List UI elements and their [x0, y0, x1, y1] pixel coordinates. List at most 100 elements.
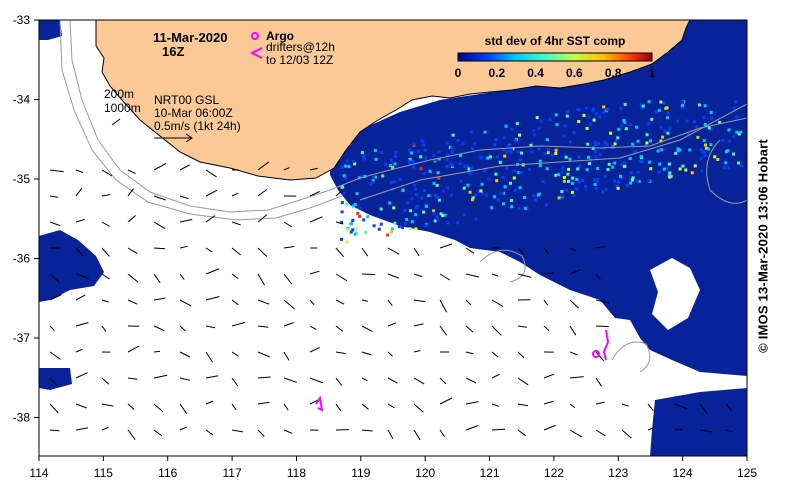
sst-pixel	[340, 210, 344, 214]
sst-pixel	[576, 108, 580, 111]
sst-pixel	[568, 140, 572, 144]
sst-pixel	[622, 119, 626, 123]
sst-pixel	[613, 161, 617, 165]
sst-pixel	[433, 158, 437, 162]
current-vector	[569, 299, 580, 309]
sst-pixel	[585, 168, 589, 172]
current-vector	[101, 325, 107, 332]
current-vector	[101, 247, 110, 257]
sst-pixel	[696, 135, 700, 139]
current-vector	[153, 403, 164, 413]
current-vector	[309, 190, 321, 197]
sst-pixel	[450, 193, 454, 197]
sst-pixel	[709, 110, 713, 114]
sst-pixel	[710, 116, 713, 120]
sst-pixel	[639, 103, 643, 106]
current-vector	[335, 221, 344, 225]
sst-pixel	[709, 127, 713, 131]
sst-pixel	[451, 133, 455, 137]
argo-legend-icon	[251, 32, 259, 40]
current-vector	[231, 273, 239, 280]
sst-pixel	[422, 172, 426, 175]
cloud-gap	[650, 258, 700, 330]
current-vector	[517, 273, 532, 278]
sst-pixel	[620, 163, 624, 167]
sst-pixel	[678, 148, 682, 152]
current-vector	[101, 299, 109, 303]
sst-pixel	[695, 125, 699, 129]
sst-pixel	[706, 147, 710, 151]
sst-pixel	[495, 179, 499, 183]
sst-pixel	[681, 103, 685, 107]
sst-pixel	[462, 186, 466, 190]
lon-tick-label: 119	[351, 466, 370, 480]
sst-pixel	[678, 167, 682, 171]
sst-pixel	[389, 181, 393, 185]
sst-pixel	[502, 191, 506, 195]
current-vector	[75, 247, 84, 257]
sst-pixel	[596, 178, 600, 182]
current-vector	[101, 169, 113, 177]
current-vector	[725, 403, 733, 412]
sst-pixel	[471, 196, 475, 200]
sst-pixel	[530, 150, 534, 154]
sst-pixel	[561, 166, 565, 170]
sst-pixel	[415, 193, 418, 196]
current-vector	[595, 429, 606, 437]
current-vector	[309, 167, 318, 171]
sst-pixel	[346, 159, 350, 163]
current-vector	[621, 429, 632, 439]
sst-pixel	[557, 173, 561, 177]
current-vector	[49, 294, 62, 301]
sst-pixel	[463, 165, 467, 169]
sst-pixel	[408, 148, 412, 152]
sst-pixel	[412, 144, 416, 147]
sst-pixel	[560, 170, 564, 174]
sst-pixel	[629, 123, 633, 127]
sst-pixel	[347, 165, 351, 168]
current-vector	[361, 299, 369, 302]
current-vector	[699, 429, 713, 433]
colorbar-tick-label: 1	[649, 66, 656, 80]
sst-pixel	[407, 159, 411, 163]
sst-pixel	[441, 214, 445, 218]
sst-pixel	[437, 198, 441, 202]
current-vector	[127, 429, 136, 441]
sst-pixel	[619, 107, 623, 111]
sst-pixel	[704, 143, 707, 147]
sst-pixel	[517, 206, 521, 210]
sst-pixel	[493, 195, 497, 199]
sst-pixel	[603, 140, 607, 144]
sst-pixel	[351, 218, 355, 222]
current-vector	[569, 247, 577, 252]
current-vector	[127, 188, 134, 197]
sst-pixel	[591, 146, 595, 150]
current-vector	[335, 299, 345, 305]
sst-pixel	[434, 194, 437, 197]
sst-pixel	[468, 190, 472, 194]
sst-pixel	[616, 136, 620, 140]
sst-pixel	[554, 152, 558, 155]
sst-pixel	[446, 153, 450, 157]
sst-pixel	[588, 162, 591, 166]
current-vector	[309, 216, 323, 223]
sst-pixel	[517, 171, 521, 174]
current-vector	[517, 351, 525, 359]
current-vector	[49, 195, 59, 198]
current-vector	[465, 425, 479, 431]
sst-pixel	[631, 176, 635, 180]
current-vector	[517, 429, 527, 437]
current-vector	[543, 325, 550, 331]
sst-pixel	[424, 156, 428, 160]
sst-pixel	[519, 171, 523, 174]
sst-pixel	[364, 230, 368, 234]
sst-pixel	[535, 116, 539, 120]
sst-pixel	[443, 213, 447, 217]
lon-tick-label: 122	[544, 466, 564, 480]
sst-pixel	[505, 166, 508, 170]
sst-pixel	[498, 160, 502, 164]
sst-pixel	[560, 190, 564, 193]
current-vector	[387, 403, 395, 409]
current-vector	[309, 346, 321, 353]
colorbar-ticks: 0 0.2 0.4 0.6 0.8 1	[455, 66, 656, 80]
